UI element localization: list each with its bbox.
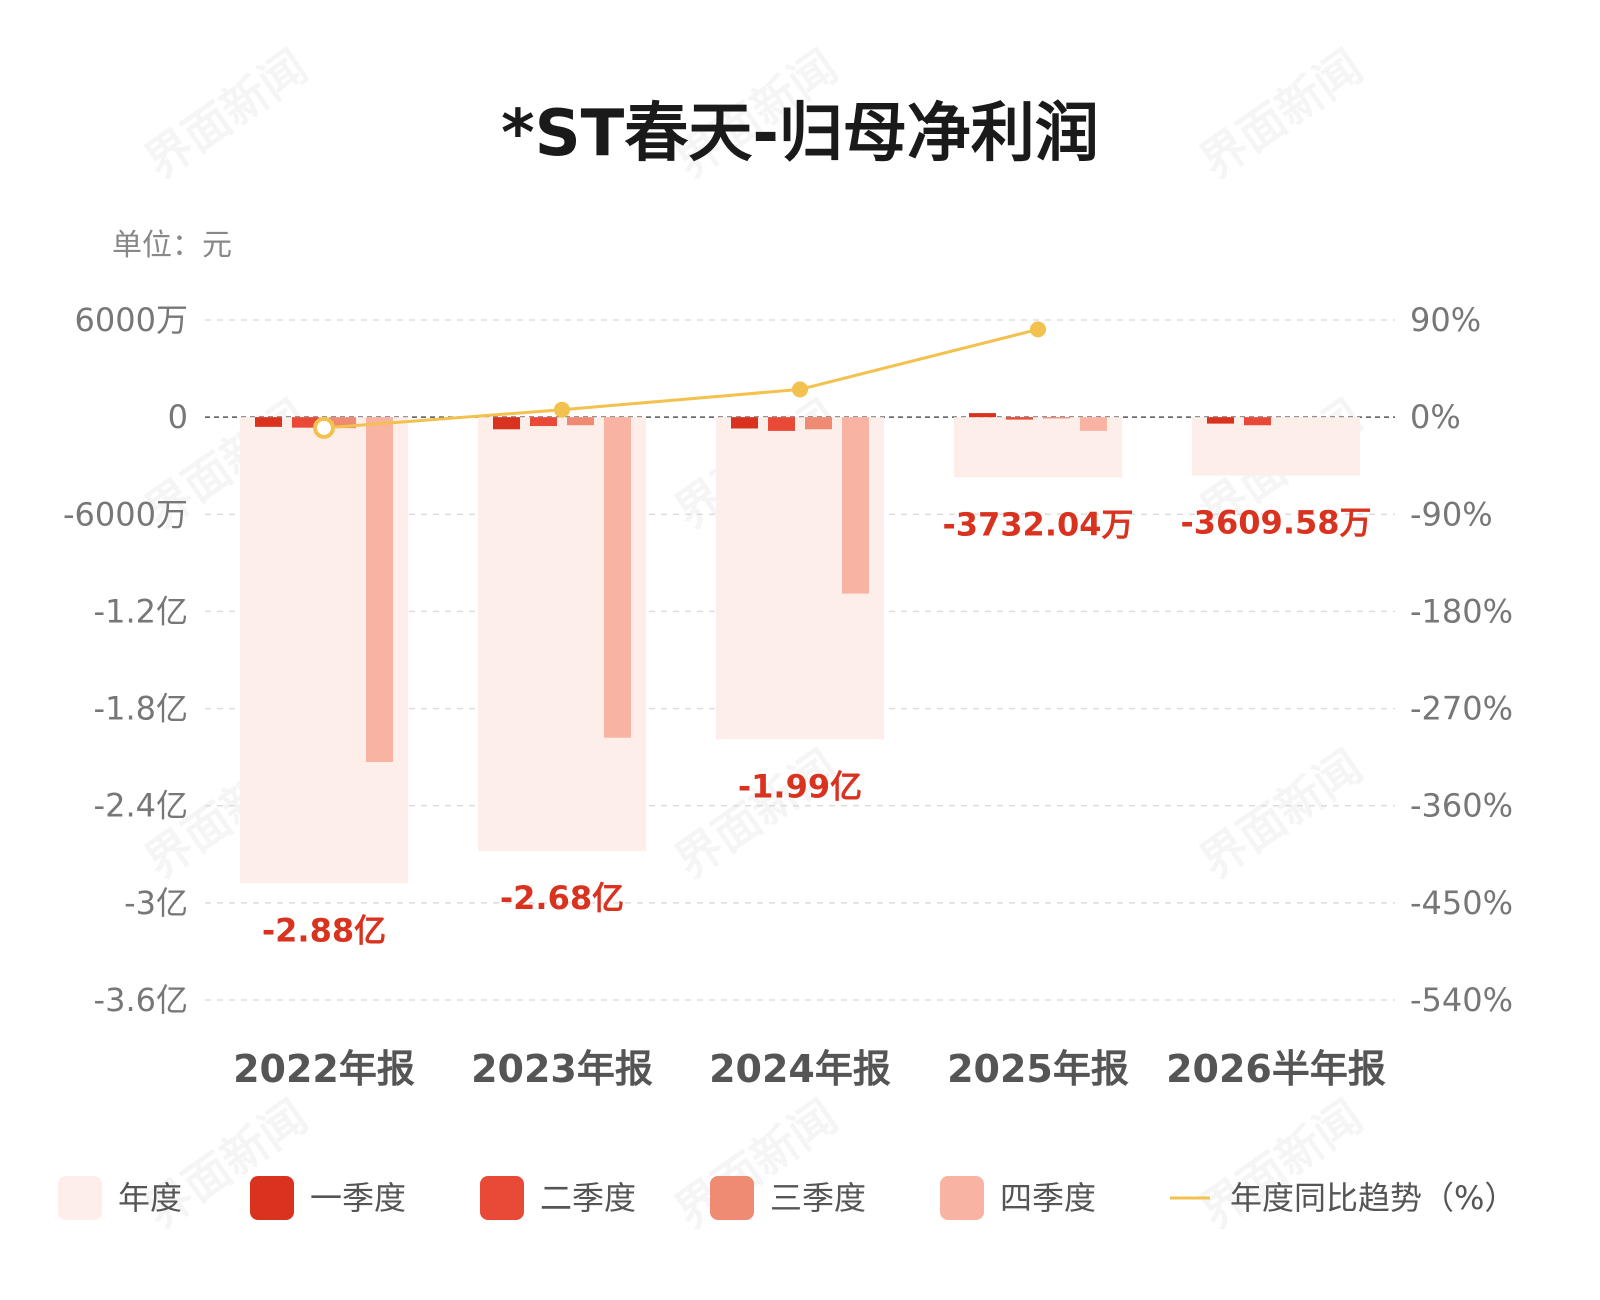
y-right-tick-label: 90%	[1410, 301, 1481, 339]
data-label: -2.68亿	[500, 879, 624, 917]
bar-q3	[805, 417, 832, 430]
bar-q4	[842, 417, 869, 594]
yoy-line-layer	[313, 321, 1046, 439]
yoy-point	[792, 381, 808, 398]
data-labels: -2.88亿 -2.68亿 -1.99亿 -3732.04万 -3609.58万	[262, 504, 1372, 950]
watermark-text: 界面新闻	[135, 39, 317, 189]
legend-swatch	[250, 1176, 294, 1220]
legend-swatch	[58, 1176, 102, 1220]
legend-item: 一季度	[250, 1176, 406, 1220]
legend-label: 四季度	[1000, 1179, 1096, 1217]
bar-q3	[1043, 417, 1070, 419]
y-right-tick-label: -180%	[1410, 592, 1513, 630]
watermark-text: 界面新闻	[665, 739, 847, 889]
bar-q2	[292, 417, 319, 428]
legend-item: 四季度	[940, 1176, 1096, 1220]
y-left-tick-label: 6000万	[75, 301, 188, 339]
bar-q1	[1207, 417, 1234, 424]
legend-label: 年度	[118, 1179, 182, 1217]
x-axis: 2022年报 2023年报 2024年报 2025年报 2026半年报	[233, 1047, 1386, 1091]
legend-item: 年度同比趋势（%）	[1170, 1179, 1516, 1217]
legend-label: 二季度	[540, 1179, 636, 1217]
y-right-tick-label: 0%	[1410, 398, 1461, 436]
bar-q1	[255, 417, 282, 427]
x-category-label: 2023年报	[471, 1047, 653, 1091]
y-right-tick-label: -540%	[1410, 981, 1513, 1019]
legend-swatch	[480, 1176, 524, 1220]
chart-title: *ST春天-归母净利润	[501, 97, 1099, 171]
watermark-text: 界面新闻	[1190, 39, 1372, 189]
y-left-tick-label: -2.4亿	[94, 787, 188, 825]
legend-swatch	[710, 1176, 754, 1220]
bar-q1	[969, 413, 996, 418]
y-left-tick-label: -6000万	[63, 495, 188, 533]
legend-label: 年度同比趋势（%）	[1230, 1179, 1516, 1217]
y-left-tick-label: -3.6亿	[94, 981, 188, 1019]
legend-swatch	[940, 1176, 984, 1220]
watermark-text: 界面新闻	[1190, 739, 1372, 889]
x-category-label: 2026半年报	[1166, 1047, 1386, 1091]
bar-q3	[329, 417, 356, 429]
data-label: -1.99亿	[738, 767, 862, 805]
x-category-label: 2022年报	[233, 1047, 415, 1091]
legend-label: 一季度	[310, 1179, 406, 1217]
y-axis-right: 90% 0% -90% -180% -270% -360% -450% -540%	[1410, 301, 1513, 1019]
y-left-tick-label: -3亿	[124, 884, 188, 922]
yoy-point	[1030, 321, 1046, 338]
data-label: -3609.58万	[1180, 504, 1371, 542]
data-label: -2.88亿	[262, 911, 386, 949]
y-left-tick-label: -1.2亿	[94, 592, 188, 630]
legend-label: 三季度	[770, 1179, 866, 1217]
y-right-tick-label: -360%	[1410, 787, 1513, 825]
legend-item: 三季度	[710, 1176, 866, 1220]
bars-layer	[240, 413, 1360, 884]
y-right-tick-label: -450%	[1410, 884, 1513, 922]
y-right-tick-label: -90%	[1410, 495, 1493, 533]
bar-q2	[768, 417, 795, 431]
bar-q4	[1080, 417, 1107, 431]
legend: 年度 一季度 二季度 三季度 四季度 年度同比趋势（%）	[58, 1176, 1516, 1220]
yoy-line	[323, 327, 1039, 430]
bar-q2	[1244, 417, 1271, 426]
yoy-point	[554, 401, 570, 418]
x-category-label: 2025年报	[947, 1047, 1129, 1091]
bar-q1	[731, 417, 758, 429]
legend-item: 年度	[58, 1176, 182, 1220]
bar-q2	[530, 417, 557, 427]
yoy-point	[313, 416, 335, 439]
y-axis-left: 6000万 0 -6000万 -1.2亿 -1.8亿 -2.4亿 -3亿 -3.6亿	[63, 301, 188, 1019]
bar-q3	[567, 417, 594, 426]
bar-q4	[366, 417, 393, 762]
data-label: -3732.04万	[942, 506, 1133, 544]
y-left-tick-label: -1.8亿	[94, 690, 188, 728]
y-left-tick-label: 0	[168, 398, 188, 436]
bar-q4	[604, 417, 631, 738]
bar-q2	[1006, 417, 1033, 420]
legend-item: 二季度	[480, 1176, 636, 1220]
x-category-label: 2024年报	[709, 1047, 891, 1091]
bar-annual	[1192, 417, 1360, 476]
y-right-tick-label: -270%	[1410, 690, 1513, 728]
unit-label: 单位：元	[112, 228, 232, 263]
bar-q1	[493, 417, 520, 430]
